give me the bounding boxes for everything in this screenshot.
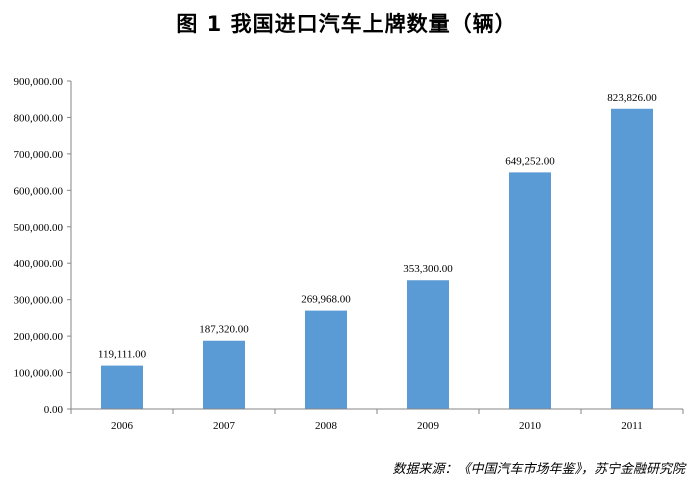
data-label-2007: 187,320.00 (199, 324, 249, 336)
data-label-2009: 353,300.00 (403, 263, 453, 275)
y-axis: 0.00 100,000.00 200,000.00 300,000.00 400,00… (14, 76, 72, 416)
bar-2011 (611, 108, 653, 409)
x-tick-label-2006: 2006 (111, 420, 134, 432)
y-tick-label: 300,000.00 (14, 295, 64, 307)
y-tick-label: 900,000.00 (14, 76, 64, 88)
x-axis: 2006 2007 2008 2009 2010 2011 (70, 408, 684, 432)
bar-2009 (407, 280, 449, 409)
bar-2008 (305, 310, 347, 409)
x-tick-label-2011: 2011 (621, 420, 643, 432)
x-tick-label-2009: 2009 (417, 420, 440, 432)
y-tick-label: 800,000.00 (14, 112, 64, 124)
bar-2007 (203, 340, 245, 409)
data-label-2006: 119,111.00 (98, 349, 147, 361)
bar-2006 (101, 365, 143, 409)
chart-title: 图 1 我国进口汽车上牌数量（辆） (176, 12, 517, 36)
x-tick-label-2007: 2007 (213, 420, 236, 432)
data-label-2008: 269,968.00 (301, 294, 351, 306)
y-tick-label: 200,000.00 (14, 331, 64, 343)
bar-2010 (509, 172, 551, 409)
y-tick-label: 700,000.00 (14, 149, 64, 161)
y-tick-label: 100,000.00 (14, 368, 64, 380)
source-note: 数据来源：《中国汽车市场年鉴》，苏宁金融研究院 (392, 462, 685, 477)
bars-group: 119,111.00 187,320.00 269,968.00 353,300.00… (98, 92, 657, 409)
data-label-2010: 649,252.00 (505, 155, 555, 167)
x-tick-label-2008: 2008 (315, 420, 338, 432)
y-tick-label: 600,000.00 (14, 185, 64, 197)
x-tick-label-2010: 2010 (519, 420, 542, 432)
y-tick-label: 500,000.00 (14, 222, 64, 234)
y-tick-label: 400,000.00 (14, 258, 64, 270)
data-label-2011: 823,826.00 (607, 92, 657, 104)
y-tick-label: 0.00 (44, 404, 64, 416)
